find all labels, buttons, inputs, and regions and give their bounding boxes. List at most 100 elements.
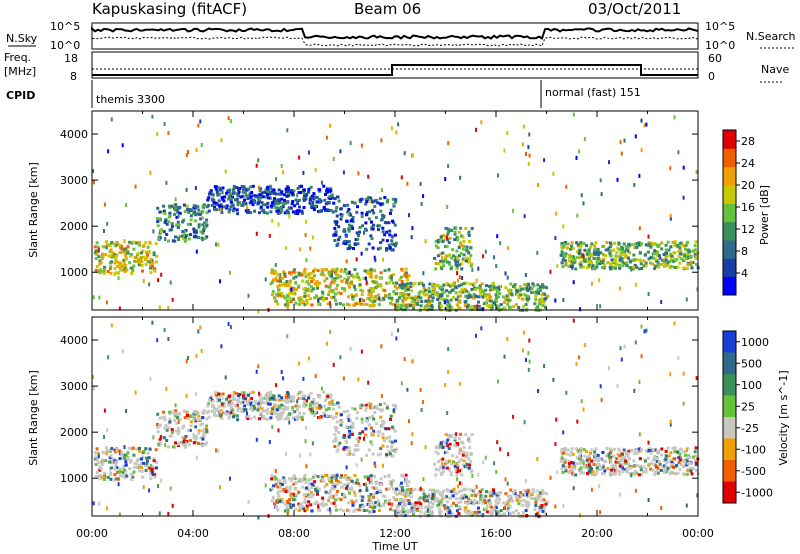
velocity-cell	[525, 358, 527, 362]
power-cell	[194, 186, 197, 191]
velocity-cell	[232, 413, 236, 417]
velocity-cell	[579, 471, 583, 475]
velocity-cell	[136, 463, 140, 467]
power-cell	[286, 303, 290, 307]
velocity-cell	[563, 460, 567, 464]
power-cell	[565, 246, 569, 250]
power-cell	[124, 257, 128, 261]
power-cell	[628, 266, 632, 270]
power-cell	[347, 282, 351, 286]
velocity-cell	[481, 513, 484, 518]
power-cell	[442, 298, 446, 302]
power-cell	[423, 292, 426, 297]
velocity-cell	[334, 504, 338, 508]
velocity-cell	[589, 451, 593, 455]
power-cell	[329, 187, 333, 191]
power-cell	[676, 244, 679, 248]
velocity-cell	[497, 379, 499, 384]
velocity-cell	[389, 507, 392, 511]
velocity-cell	[133, 462, 137, 465]
power-cell	[689, 263, 693, 267]
velocity-cell	[475, 484, 478, 489]
power-cell	[472, 296, 476, 300]
velocity-cell	[659, 468, 663, 472]
power-cell	[654, 264, 658, 268]
power-cell	[507, 294, 510, 299]
velocity-cell	[344, 448, 348, 452]
velocity-cell	[374, 501, 378, 504]
power-cell	[273, 278, 277, 282]
velocity-cell	[541, 491, 545, 495]
velocity-cell	[132, 453, 136, 457]
velocity-cell	[577, 449, 581, 453]
velocity-cell	[246, 403, 250, 407]
velocity-cell	[186, 428, 190, 432]
velocity-cell	[588, 457, 592, 461]
power-cell	[458, 242, 462, 246]
velocity-cell	[457, 490, 461, 494]
velocity-cell	[300, 390, 304, 394]
power-cell	[291, 200, 295, 203]
power-cell	[439, 287, 443, 291]
power-cell	[573, 258, 576, 262]
velocity-cell	[250, 396, 254, 400]
velocity-cell	[524, 499, 528, 503]
velocity-cell	[571, 452, 575, 456]
power-cell	[593, 252, 597, 256]
power-cell	[471, 267, 474, 272]
power-cell	[544, 286, 548, 290]
velocity-cell	[634, 488, 637, 493]
power-colorbar-tick: 12	[741, 223, 755, 236]
velocity-cell	[329, 480, 333, 484]
power-cell	[360, 211, 364, 215]
power-cell	[610, 258, 614, 262]
velocity-cell	[258, 395, 262, 399]
power-cell	[460, 267, 464, 271]
velocity-cell	[294, 404, 298, 408]
velocity-cell	[175, 414, 179, 418]
velocity-cell	[294, 507, 298, 511]
power-cell	[562, 252, 566, 256]
power-cell	[95, 241, 99, 245]
power-cell	[196, 205, 200, 209]
velocity-cell	[630, 473, 633, 478]
velocity-cell	[173, 414, 177, 418]
power-cell	[400, 175, 403, 180]
power-cell	[495, 287, 499, 291]
power-cell	[293, 211, 297, 215]
velocity-cell	[656, 471, 660, 475]
power-cell	[174, 235, 177, 239]
velocity-cell	[494, 504, 498, 508]
velocity-cell	[259, 402, 263, 406]
velocity-cell	[270, 407, 274, 411]
power-cell	[95, 265, 99, 268]
power-cell	[277, 222, 280, 227]
power-cell	[509, 288, 513, 292]
velocity-cell	[369, 481, 373, 485]
velocity-cell	[277, 428, 280, 433]
power-cell	[332, 201, 336, 205]
power-cell	[387, 243, 391, 247]
velocity-cell	[256, 408, 260, 412]
velocity-cell	[347, 414, 351, 417]
velocity-cell	[445, 509, 449, 513]
power-cell	[229, 200, 233, 204]
power-cell	[454, 298, 458, 302]
power-cell	[506, 300, 510, 304]
power-cell	[358, 230, 361, 234]
power-cell	[232, 207, 236, 211]
velocity-cell	[454, 504, 458, 508]
velocity-cell	[246, 417, 250, 420]
power-cell	[503, 306, 507, 310]
power-cell	[618, 266, 622, 270]
velocity-cell	[316, 492, 319, 496]
velocity-cell	[636, 448, 639, 452]
power-cell	[506, 298, 510, 302]
power-cell	[633, 182, 636, 187]
velocity-cell	[583, 343, 586, 347]
power-cell	[283, 303, 287, 307]
velocity-cell	[631, 465, 635, 468]
power-cell	[118, 264, 122, 267]
velocity-cell	[124, 463, 128, 467]
power-cell	[257, 200, 260, 204]
